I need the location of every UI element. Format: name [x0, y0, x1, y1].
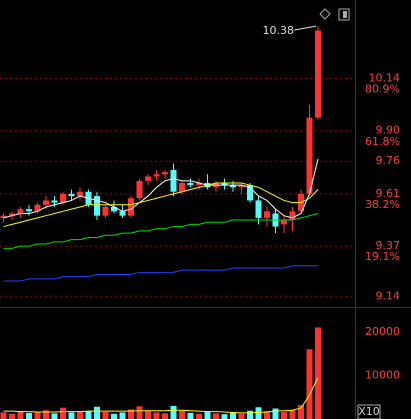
- moving-average: [3, 265, 318, 282]
- volume-bar: [255, 407, 262, 419]
- volume-average: [3, 377, 319, 414]
- y-tick-label: 9.90: [376, 124, 401, 137]
- volume-bar: [34, 412, 41, 419]
- volume-bar: [264, 411, 270, 419]
- candle-body: [119, 211, 126, 216]
- volume-bar: [136, 406, 143, 419]
- fib-label: 19.1%: [365, 250, 400, 263]
- volume-bar: [289, 410, 296, 419]
- high-label: 10.38: [263, 24, 295, 37]
- candle-body: [68, 193, 75, 197]
- candle-body: [306, 117, 313, 194]
- candle-body: [94, 196, 100, 216]
- volume-bar: [315, 327, 321, 419]
- volume-bar: [281, 412, 287, 419]
- volume-tick-label: 10000: [365, 368, 400, 381]
- volume-bar: [204, 412, 211, 419]
- candle-body: [111, 206, 117, 212]
- volume-bar: [85, 411, 92, 419]
- candle-body: [9, 213, 15, 216]
- candle-body: [60, 193, 66, 203]
- candle-body: [187, 183, 194, 186]
- volume-bar: [153, 412, 160, 419]
- volume-bar: [145, 411, 151, 419]
- candle-body: [34, 204, 41, 212]
- candle-body: [247, 185, 253, 201]
- candle-body: [162, 172, 168, 175]
- candle-body: [170, 169, 177, 192]
- candle-body: [26, 209, 32, 212]
- volume-bar: [170, 405, 177, 419]
- candle-body: [255, 200, 262, 218]
- y-tick-label: 9.37: [376, 239, 401, 252]
- volume-bar: [213, 413, 219, 419]
- candle-body: [43, 200, 49, 205]
- candle-body: [315, 30, 321, 118]
- volume-bar: [298, 405, 304, 419]
- volume-bar: [94, 406, 100, 419]
- volume-bar: [247, 410, 253, 419]
- candle-body: [281, 220, 287, 225]
- candle-body: [136, 180, 143, 199]
- candle-body: [51, 200, 58, 203]
- candle-body: [128, 198, 134, 216]
- volume-bar: [187, 412, 194, 419]
- y-tick-label: 9.14: [376, 289, 401, 302]
- candle-body: [0, 215, 7, 218]
- volume-bar: [17, 411, 24, 419]
- candle-body: [17, 209, 24, 214]
- volume-bar: [77, 411, 83, 419]
- window-icon-inner: [343, 11, 347, 18]
- y-tick-label: 9.61: [376, 187, 401, 200]
- fib-label: 38.2%: [365, 198, 400, 211]
- volume-bar: [102, 412, 109, 419]
- candle-body: [221, 183, 228, 186]
- volume-bar: [128, 409, 134, 419]
- volume-bar: [196, 413, 202, 419]
- volume-bar: [119, 412, 126, 419]
- candle-body: [153, 174, 160, 177]
- candle-body: [77, 191, 83, 197]
- volume-bar: [60, 407, 66, 419]
- candle-body: [264, 211, 270, 218]
- volume-bar: [179, 410, 185, 419]
- candle-body: [145, 176, 151, 181]
- volume-multiplier: X10: [358, 405, 380, 418]
- candle-body: [196, 183, 202, 186]
- volume-bar: [272, 408, 279, 419]
- window-icon[interactable]: [338, 8, 350, 21]
- volume-bar: [162, 413, 168, 419]
- fib-label: 61.8%: [365, 135, 400, 148]
- candle-body: [238, 185, 245, 188]
- volume-bar: [9, 413, 15, 419]
- moving-average: [3, 213, 319, 249]
- fib-label: 80.9%: [365, 82, 400, 95]
- candle-body: [102, 206, 109, 216]
- volume-bar: [111, 413, 117, 419]
- moving-average: [3, 182, 319, 228]
- volume-bar: [238, 413, 245, 419]
- volume-bar: [0, 412, 7, 419]
- volume-bar: [68, 412, 75, 419]
- volume-bar: [306, 349, 313, 419]
- candle-body: [179, 183, 185, 192]
- moving-average: [3, 158, 319, 219]
- volume-bar: [26, 412, 32, 419]
- volume-bar: [221, 414, 228, 419]
- multiplier-box: [357, 404, 381, 419]
- candle-body: [289, 211, 296, 221]
- volume-bar: [43, 410, 49, 419]
- volume-tick-label: 20000: [365, 325, 400, 338]
- y-tick-label: 9.76: [376, 154, 401, 167]
- high-arrow: [293, 25, 317, 31]
- y-tick-label: 10.14: [369, 71, 401, 84]
- volume-bar: [51, 413, 58, 419]
- volume-bar: [230, 412, 236, 419]
- candle-body: [230, 185, 236, 188]
- diamond-icon[interactable]: [319, 8, 331, 20]
